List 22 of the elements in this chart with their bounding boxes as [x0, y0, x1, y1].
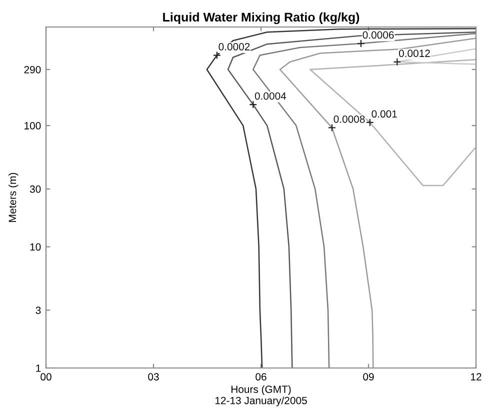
annotation: 0.0006	[362, 31, 394, 39]
y-tick-label: 1	[36, 364, 41, 372]
annotation: 0.0012	[398, 50, 430, 58]
y-tick-label: 3	[36, 306, 41, 314]
annotation: 0.0002	[218, 43, 250, 50]
annotation: 0.0004	[254, 92, 286, 100]
y-axis-title: Meters (m)	[8, 172, 18, 222]
point	[212, 51, 221, 60]
x-tick-label: 09	[363, 373, 374, 381]
chart-title: Liquid Water Mixing Ratio (kg/kg)	[163, 12, 360, 24]
line-series	[309, 58, 476, 186]
y-tick-label: 30	[30, 185, 41, 193]
annotation: 0.0008	[334, 115, 365, 123]
y-tick-label: 100	[24, 122, 41, 130]
x-tick-label: 06	[256, 373, 266, 381]
x-tick-label: 03	[148, 373, 159, 381]
x-tick-label: 12	[471, 373, 482, 380]
y-tick-label: 10	[30, 243, 41, 251]
annotation: 0.001	[372, 110, 397, 118]
y-tick-label: 290	[24, 66, 41, 74]
x-axis-title: Hours (GMT) 12-13 January/2005	[215, 385, 307, 406]
x-tick-label: 00	[40, 373, 52, 381]
